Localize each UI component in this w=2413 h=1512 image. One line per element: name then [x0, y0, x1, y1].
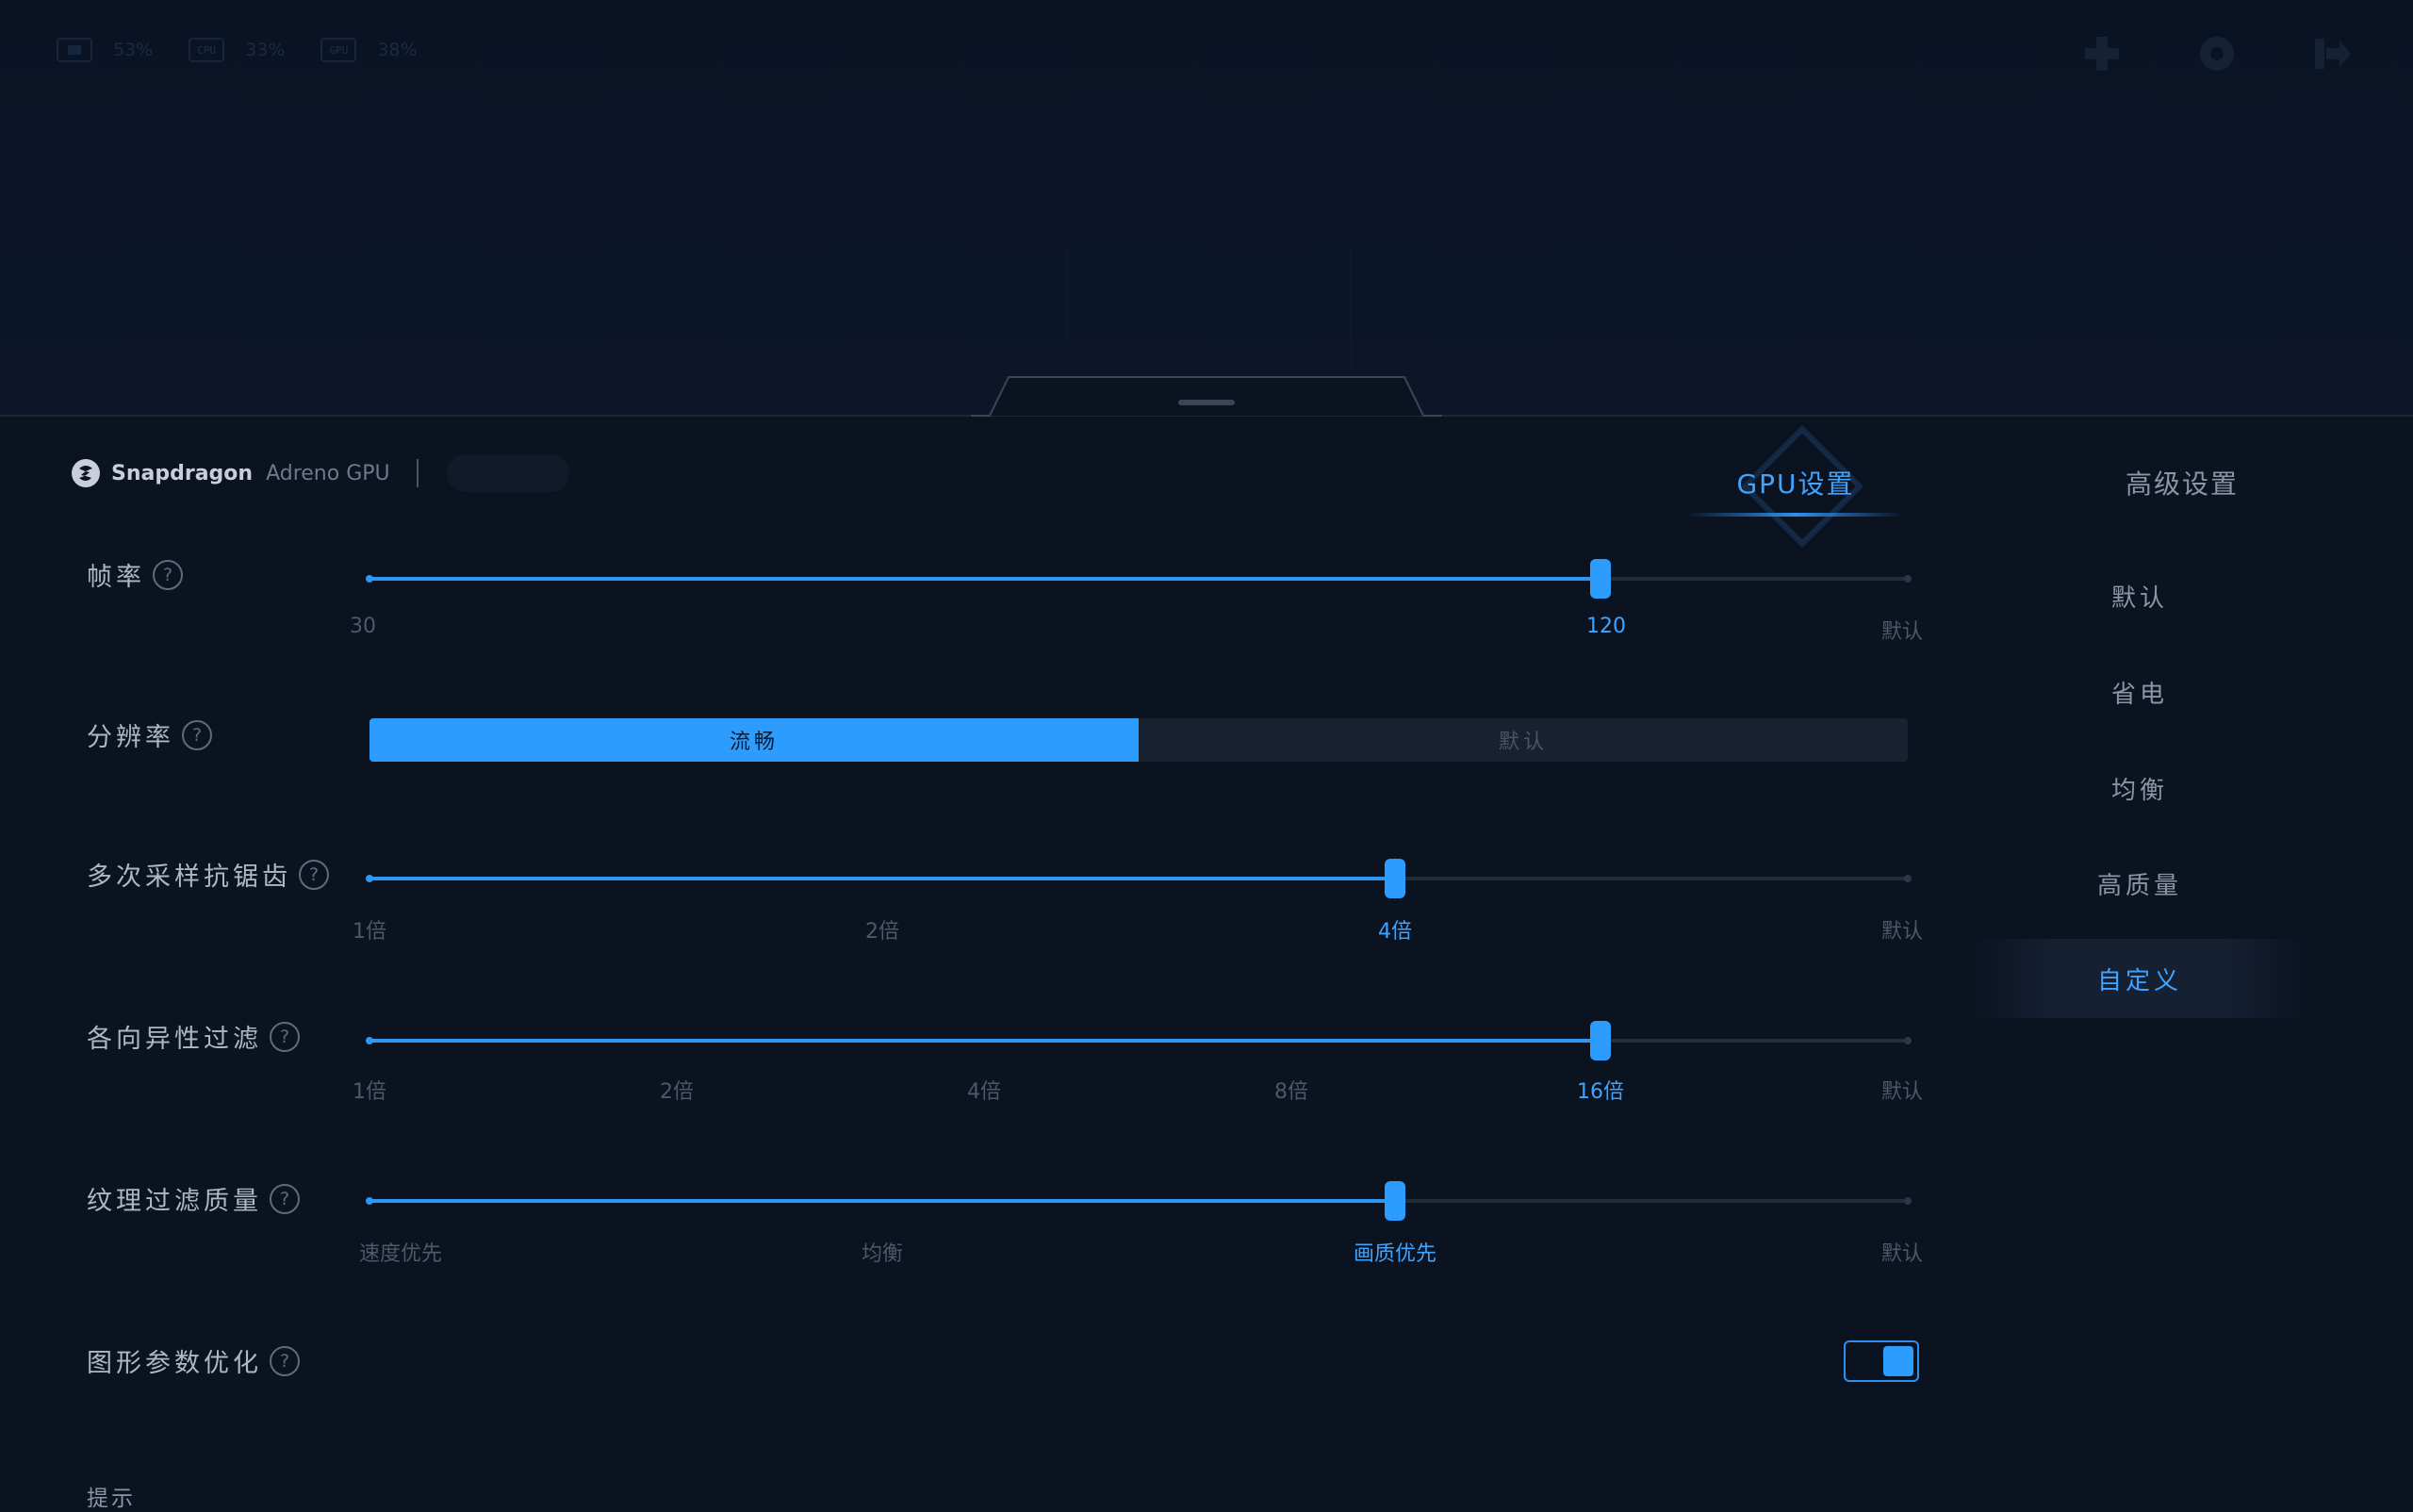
- preset-default[interactable]: 默认: [2110, 583, 2168, 613]
- anisotropic-tick-8x: 8倍: [1274, 1080, 1308, 1104]
- tab-gpu-settings-label: GPU设置: [1736, 468, 1855, 500]
- tab-advanced-settings[interactable]: 高级设置: [2074, 441, 2290, 524]
- graphics-opt-toggle[interactable]: [1844, 1340, 1919, 1382]
- msaa-slider-start: [366, 875, 373, 882]
- texture-quality-label: 纹理过滤质量 ?: [87, 1180, 300, 1217]
- texture-tick-balanced: 均衡: [861, 1242, 904, 1266]
- anisotropic-slider-end: [1904, 1037, 1912, 1044]
- anisotropic-help-icon[interactable]: ?: [270, 1021, 300, 1052]
- battery-icon: [57, 38, 92, 62]
- gamepad-icon[interactable]: [2077, 32, 2126, 75]
- gpu-value: 38%: [377, 40, 418, 60]
- status-bar: 53% CPU 33% GPU 38%: [57, 38, 433, 62]
- graphics-opt-toggle-knob: [1883, 1346, 1913, 1376]
- anisotropic-slider-fill: [369, 1039, 1600, 1043]
- game-background: 53% CPU 33% GPU 38%: [0, 0, 2413, 415]
- anisotropic-tick-4x: 4倍: [967, 1080, 1001, 1104]
- anisotropic-tick-16x: 16倍: [1577, 1080, 1624, 1104]
- frame-rate-slider-start: [366, 575, 373, 583]
- preset-balanced[interactable]: 均衡: [2110, 776, 2168, 805]
- resolution-help-icon[interactable]: ?: [182, 719, 212, 750]
- frame-rate-current-label: 120: [1586, 615, 1626, 638]
- frame-rate-slider-end: [1904, 575, 1912, 583]
- anisotropic-label-text: 各向异性过滤: [87, 1025, 262, 1054]
- graphics-opt-label: 图形参数优化 ?: [87, 1342, 300, 1379]
- tab-gpu-settings[interactable]: GPU设置: [1687, 424, 1904, 549]
- texture-quality-slider-thumb[interactable]: [1385, 1181, 1405, 1221]
- gpu-icon: GPU: [320, 38, 357, 62]
- texture-tick-default[interactable]: 默认: [1880, 1242, 1923, 1266]
- msaa-tick-1x: 1倍: [353, 920, 386, 944]
- msaa-tick-2x: 2倍: [865, 920, 899, 944]
- snapdragon-logo-icon: [72, 459, 100, 487]
- texture-quality-slider-start: [366, 1197, 373, 1205]
- brand-header: Snapdragon Adreno GPU: [70, 447, 569, 500]
- preset-custom[interactable]: 自定义: [1970, 939, 2309, 1018]
- preset-high-quality[interactable]: 高质量: [2096, 871, 2182, 900]
- brand-name: Snapdragon: [111, 461, 254, 485]
- anisotropic-label: 各向异性过滤 ?: [87, 1018, 300, 1055]
- msaa-label: 多次采样抗锯齿 ?: [87, 856, 329, 893]
- resolution-label: 分辨率 ?: [87, 716, 212, 753]
- msaa-slider[interactable]: [366, 875, 1912, 882]
- panel-handle-tab[interactable]: [971, 375, 1442, 417]
- anisotropic-tick-1x: 1倍: [353, 1080, 386, 1104]
- brand-separator: [416, 459, 419, 487]
- anisotropic-tick-2x: 2倍: [660, 1080, 694, 1104]
- tab-active-underline: [1687, 513, 1904, 517]
- gpu-settings-panel: Snapdragon Adreno GPU GPU设置 高级设置 帧率 ? 30…: [0, 376, 2413, 1511]
- frame-rate-label: 帧率 ?: [87, 556, 183, 593]
- graphics-opt-label-text: 图形参数优化: [87, 1349, 262, 1378]
- frame-rate-slider[interactable]: [366, 575, 1912, 583]
- anisotropic-slider-start: [366, 1037, 373, 1044]
- cpu-icon: CPU: [189, 38, 225, 62]
- cpu-value: 33%: [245, 40, 286, 60]
- brand-extra-pill: [446, 454, 569, 492]
- msaa-label-text: 多次采样抗锯齿: [87, 863, 291, 892]
- frame-rate-slider-fill: [369, 577, 1600, 581]
- texture-quality-slider-fill: [369, 1199, 1395, 1203]
- msaa-slider-end: [1904, 875, 1912, 882]
- anisotropic-slider-thumb[interactable]: [1590, 1021, 1611, 1060]
- texture-tick-quality: 画质优先: [1353, 1242, 1437, 1266]
- anisotropic-tick-default[interactable]: 默认: [1880, 1080, 1923, 1104]
- frame-rate-slider-thumb[interactable]: [1590, 559, 1611, 599]
- resolution-segmented-control: 流畅 默认: [369, 718, 1908, 762]
- tab-advanced-settings-label: 高级设置: [2125, 468, 2239, 500]
- frame-rate-help-icon[interactable]: ?: [153, 559, 183, 590]
- graphics-opt-help-icon[interactable]: ?: [270, 1345, 300, 1376]
- msaa-help-icon[interactable]: ?: [299, 859, 329, 890]
- exit-icon[interactable]: [2307, 32, 2356, 75]
- msaa-slider-fill: [369, 877, 1395, 880]
- texture-quality-help-icon[interactable]: ?: [270, 1183, 300, 1214]
- resolution-label-text: 分辨率: [87, 723, 174, 752]
- hint-heading: 提示: [87, 1487, 136, 1511]
- texture-quality-label-text: 纹理过滤质量: [87, 1187, 262, 1216]
- frame-rate-label-text: 帧率: [87, 563, 145, 592]
- texture-quality-slider[interactable]: [366, 1197, 1912, 1205]
- msaa-tick-4x: 4倍: [1378, 920, 1412, 944]
- anisotropic-slider[interactable]: [366, 1037, 1912, 1044]
- resolution-option-default[interactable]: 默认: [1139, 718, 1908, 762]
- brand-product: Adreno GPU: [266, 461, 390, 485]
- top-actions: [2077, 32, 2356, 75]
- panel-drag-grip[interactable]: [1178, 400, 1235, 405]
- texture-tick-speed: 速度优先: [358, 1242, 443, 1266]
- preset-power-save[interactable]: 省电: [2110, 680, 2168, 709]
- battery-value: 53%: [113, 40, 154, 60]
- texture-quality-slider-end: [1904, 1197, 1912, 1205]
- background-pyramid-decoration: [1065, 245, 1352, 386]
- settings-icon[interactable]: [2192, 32, 2241, 75]
- frame-rate-min-label: 30: [350, 615, 376, 638]
- msaa-tick-default[interactable]: 默认: [1880, 920, 1923, 944]
- frame-rate-default-label[interactable]: 默认: [1880, 620, 1923, 644]
- msaa-slider-thumb[interactable]: [1385, 859, 1405, 898]
- resolution-option-smooth[interactable]: 流畅: [369, 718, 1139, 762]
